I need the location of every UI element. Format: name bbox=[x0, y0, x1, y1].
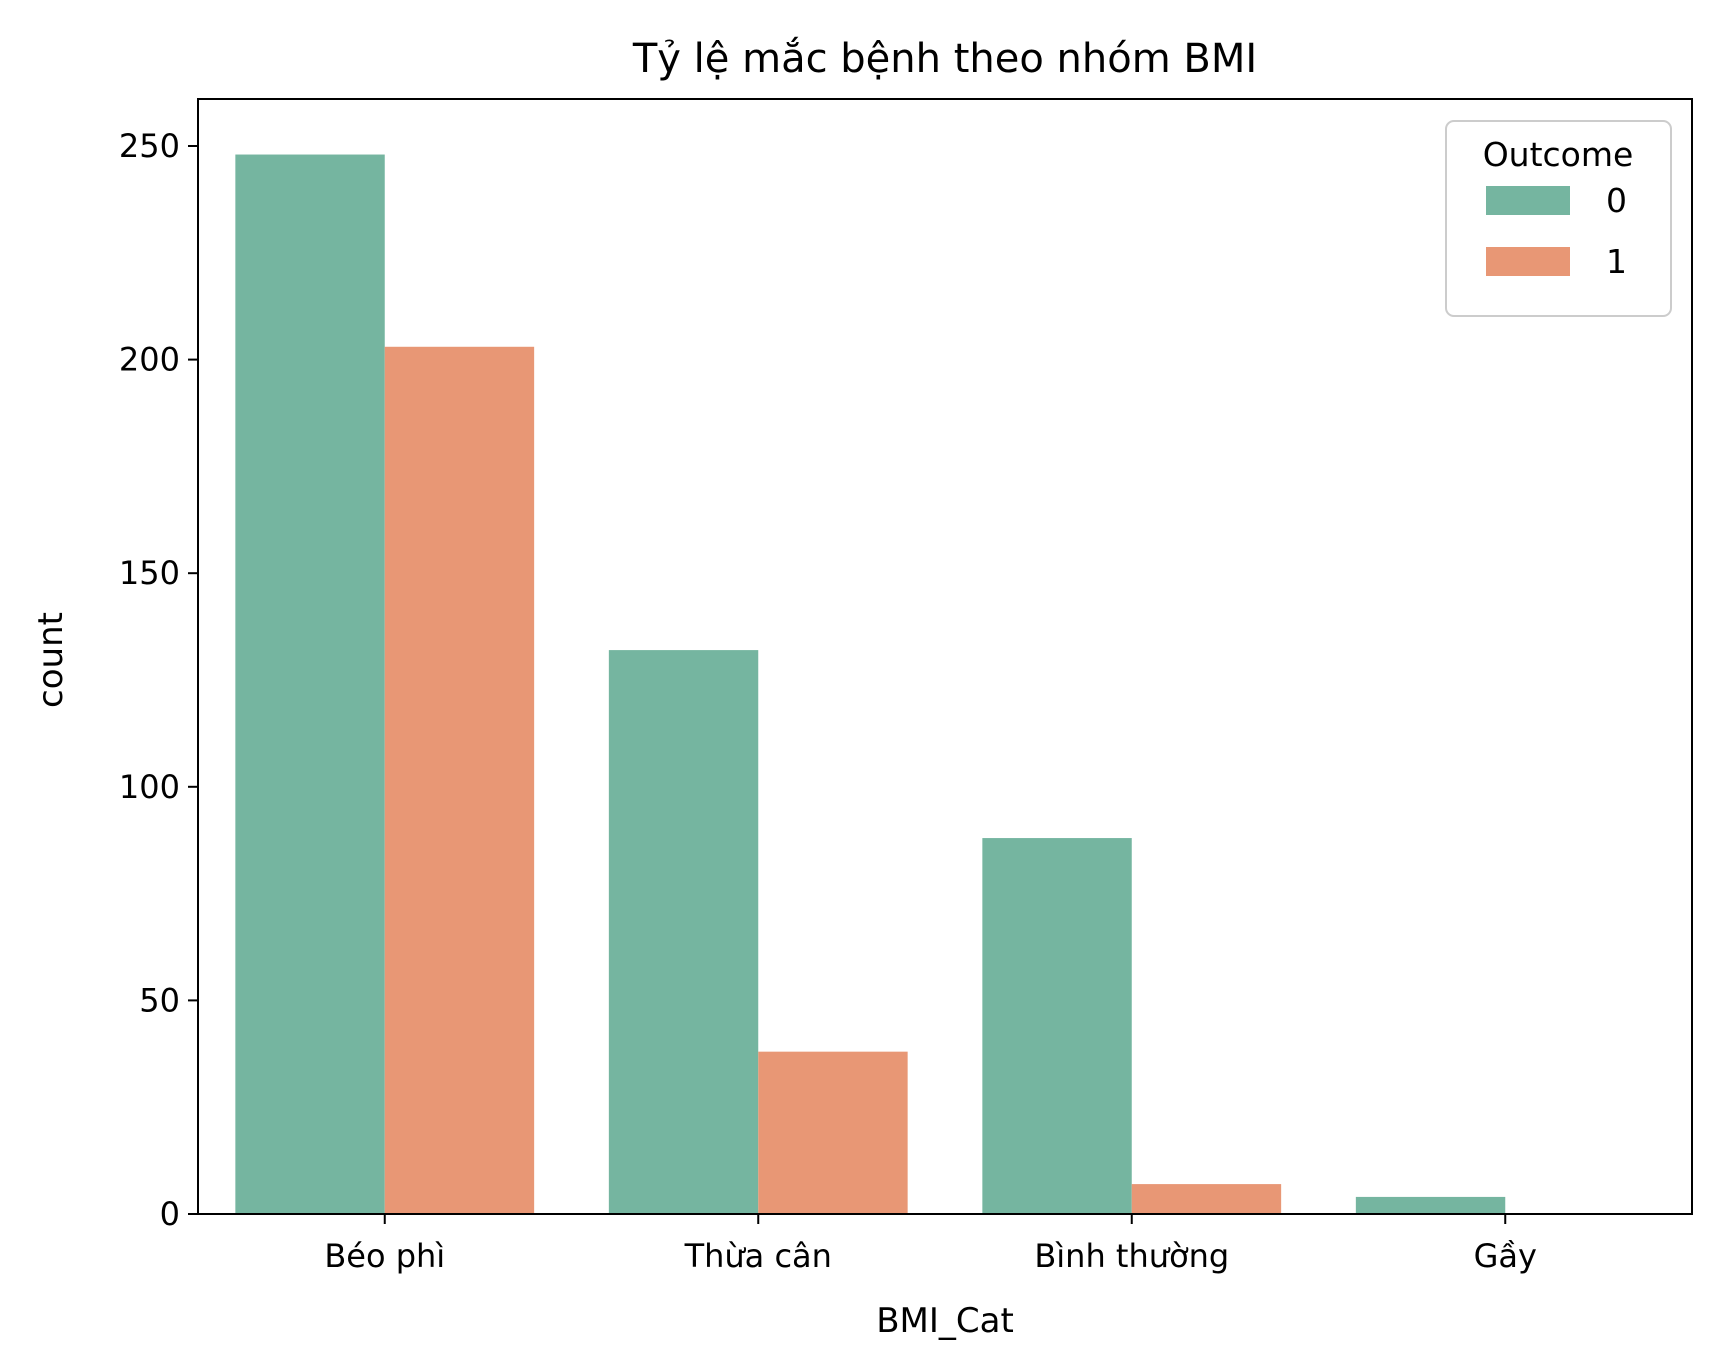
y-axis-ticks: 0 50 100 150 200 250 bbox=[119, 127, 198, 1233]
x-axis-label: BMI_Cat bbox=[876, 1301, 1014, 1341]
x-tick-label: Béo phì bbox=[324, 1237, 445, 1275]
x-axis-ticks: Béo phì Thừa cân Bình thường Gầy bbox=[324, 1214, 1537, 1275]
bars-layer bbox=[235, 154, 1506, 1215]
plot-frame bbox=[197, 98, 1693, 1215]
x-tick-label: Bình thường bbox=[1034, 1237, 1229, 1275]
y-tick-label: 150 bbox=[119, 554, 180, 592]
bar-4-series-0 bbox=[1355, 1196, 1506, 1214]
legend: Outcome 01 bbox=[1445, 120, 1672, 317]
bar-2-series-0 bbox=[608, 650, 759, 1214]
bar-1-series-1 bbox=[384, 346, 535, 1214]
y-tick-label: 50 bbox=[139, 981, 180, 1019]
legend-swatch-1 bbox=[1486, 247, 1570, 276]
bar-3-series-1 bbox=[1131, 1184, 1282, 1214]
x-tick-label: Gầy bbox=[1474, 1237, 1537, 1275]
legend-swatch-0 bbox=[1486, 186, 1570, 215]
y-tick-label: 250 bbox=[119, 127, 180, 165]
bar-3-series-0 bbox=[982, 838, 1132, 1214]
x-tick-label: Thừa cân bbox=[684, 1237, 832, 1275]
y-tick-label: 200 bbox=[119, 341, 180, 379]
legend-label-0: 0 bbox=[1606, 181, 1627, 220]
chart-title: Tỷ lệ mắc bệnh theo nhóm BMI bbox=[632, 36, 1257, 82]
bar-2-series-1 bbox=[758, 1051, 908, 1214]
legend-label-1: 1 bbox=[1606, 242, 1627, 281]
legend-title: Outcome bbox=[1483, 135, 1634, 174]
y-tick-label: 100 bbox=[119, 768, 180, 806]
y-tick-label: 0 bbox=[160, 1195, 180, 1233]
legend-items: 01 bbox=[1486, 181, 1627, 281]
y-axis-label: count bbox=[31, 612, 71, 708]
bar-1-series-0 bbox=[235, 154, 385, 1215]
